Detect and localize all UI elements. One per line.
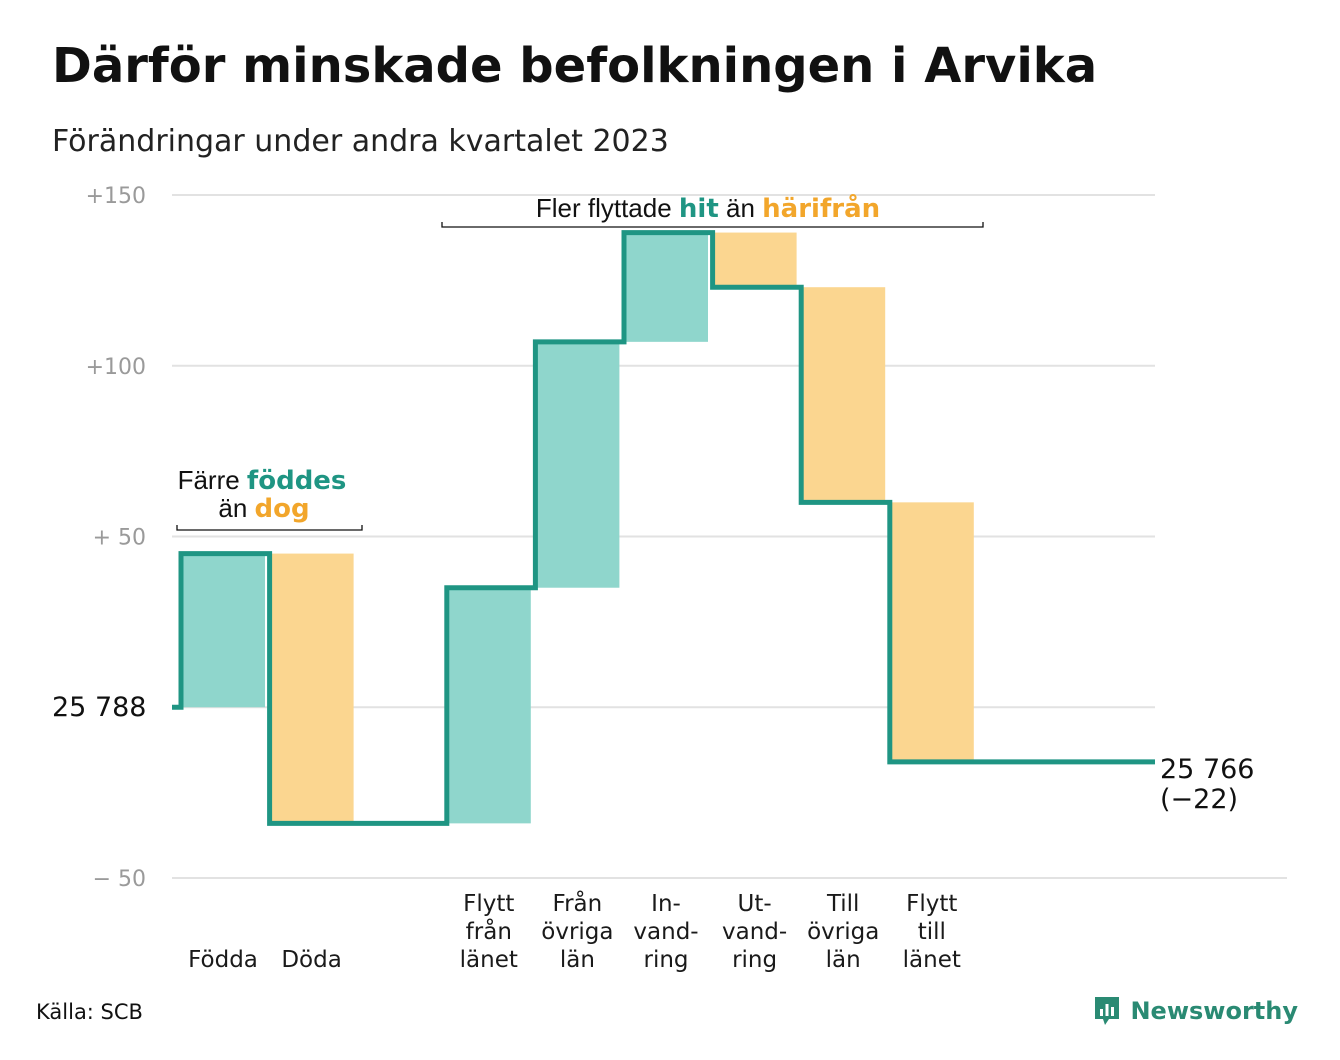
- category-label: till: [918, 919, 946, 945]
- category-label: från: [466, 917, 512, 945]
- waterfall-bar: [624, 232, 708, 342]
- deaths-annotation-highlight: dog: [255, 494, 310, 524]
- migration-annotation-prefix: Fler flyttade: [536, 193, 679, 223]
- source-note: Källa: SCB: [36, 1000, 143, 1024]
- waterfall-bar: [446, 587, 531, 824]
- brand-logo: Newsworthy: [1092, 994, 1298, 1028]
- category-label: län: [826, 947, 861, 973]
- waterfall-bar: [712, 232, 797, 288]
- y-tick-label: +150: [86, 184, 146, 209]
- waterfall-bar: [889, 502, 974, 762]
- category-label: övriga: [807, 919, 879, 945]
- category-label: län: [560, 947, 595, 973]
- start-value-label: 25 788: [52, 692, 146, 723]
- category-label: Flytt: [906, 891, 957, 917]
- category-label: ring: [643, 947, 688, 973]
- deaths-annotation-prefix: än: [218, 493, 254, 523]
- svg-text:än dog: än dog: [218, 493, 309, 524]
- waterfall-bar: [269, 553, 354, 824]
- category-label: Från: [553, 889, 603, 917]
- category-label: Till: [826, 891, 860, 917]
- y-axis-ticks: +150 +100 + 50 − 50: [86, 184, 146, 892]
- births-annotation-prefix: Färre: [178, 465, 247, 495]
- running-total-line: [172, 230, 1155, 826]
- newsworthy-logo-icon: [1095, 997, 1120, 1025]
- y-tick-label: − 50: [93, 867, 146, 892]
- migration-annotation-bracket: [441, 222, 984, 228]
- waterfall-bar: [801, 287, 886, 503]
- y-tick-label: + 50: [93, 526, 146, 551]
- category-label: Födda: [188, 947, 258, 973]
- category-label: länet: [903, 947, 961, 973]
- svg-text:Färre föddes: Färre föddes: [178, 465, 347, 496]
- migration-annotation-hit: hit: [679, 194, 719, 224]
- migration-annotation-middle: än: [719, 193, 762, 223]
- end-change-label: (−22): [1160, 784, 1238, 815]
- chart-title: Därför minskade befolkningen i Arvika: [52, 38, 1098, 94]
- births-annotation-bracket: [176, 525, 363, 531]
- category-label: länet: [460, 947, 518, 973]
- waterfall-bar: [181, 553, 265, 708]
- chart-subtitle: Förändringar under andra kvartalet 2023: [52, 124, 669, 159]
- migration-annotation: Fler flyttade hit än härifrån: [441, 192, 984, 228]
- bars: [181, 232, 974, 824]
- end-value-label: 25 766: [1160, 754, 1254, 785]
- category-label: övriga: [541, 919, 613, 945]
- births-annotation-highlight: föddes: [247, 466, 347, 496]
- migration-annotation-harifran: härifrån: [762, 192, 880, 224]
- category-label: Flytt: [463, 891, 514, 917]
- category-label: ring: [732, 947, 777, 973]
- category-label: Döda: [281, 947, 341, 973]
- category-label: vand-: [722, 919, 787, 945]
- births-annotation: Färre föddes än dog: [176, 465, 363, 531]
- waterfall-bar: [535, 341, 620, 588]
- y-tick-label: +100: [86, 355, 146, 380]
- brand-name: Newsworthy: [1130, 997, 1298, 1025]
- svg-text:Fler flyttade hit än härifrån: Fler flyttade hit än härifrån: [536, 192, 880, 224]
- running-total-line-group: [172, 230, 1155, 826]
- category-label: Ut-: [738, 891, 772, 917]
- category-label: vand-: [633, 919, 698, 945]
- category-label: In-: [651, 891, 681, 917]
- category-labels: Födda DödaFlyttfrånlänetFrånövrigalänIn-v…: [188, 889, 961, 973]
